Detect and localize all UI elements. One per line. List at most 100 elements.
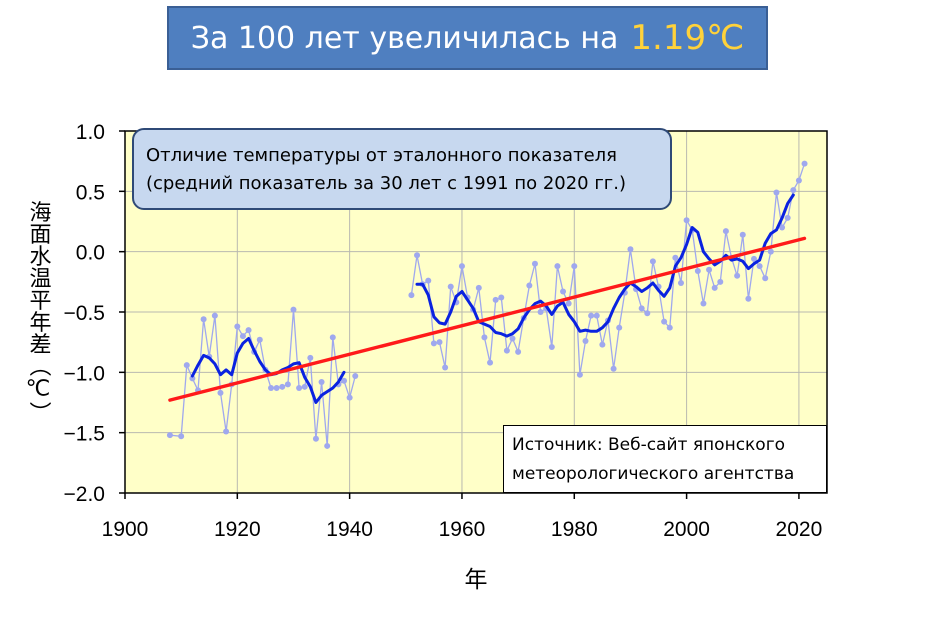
- data-point: [683, 217, 690, 224]
- data-point: [773, 189, 780, 196]
- data-point: [447, 283, 454, 290]
- data-point: [767, 248, 774, 255]
- source-line-1: Источник: Веб-сайт японского: [512, 435, 786, 455]
- data-point: [750, 255, 757, 262]
- data-point: [211, 312, 218, 319]
- x-tick-label: 1900: [102, 518, 149, 541]
- data-point: [487, 359, 494, 366]
- data-point: [430, 340, 437, 347]
- data-point: [217, 389, 224, 396]
- data-point: [307, 354, 314, 361]
- data-point: [481, 334, 488, 341]
- data-point: [312, 435, 319, 442]
- data-point: [762, 275, 769, 282]
- data-point: [745, 295, 752, 302]
- data-point: [593, 312, 600, 319]
- data-point: [352, 372, 359, 379]
- data-point: [256, 336, 263, 343]
- data-point: [425, 277, 432, 284]
- x-axis-label: 年: [465, 567, 488, 593]
- data-point: [436, 339, 443, 346]
- data-point: [706, 266, 713, 273]
- data-point: [661, 318, 668, 325]
- x-tick-label: 1920: [214, 518, 261, 541]
- y-tick-label: −0.5: [64, 302, 105, 325]
- data-point: [644, 310, 651, 317]
- data-point: [189, 375, 196, 382]
- title-text: За 100 лет увеличилась на: [190, 20, 619, 56]
- data-point: [290, 306, 297, 313]
- x-tick-label: 2000: [663, 518, 710, 541]
- data-point: [588, 312, 595, 319]
- data-point: [458, 263, 465, 270]
- data-point: [672, 254, 679, 261]
- data-point: [268, 385, 275, 392]
- data-point: [318, 378, 325, 385]
- x-tick-label: 2020: [776, 518, 823, 541]
- title-highlight-value: 1.19℃: [630, 18, 745, 58]
- data-point: [554, 263, 561, 270]
- x-tick-label: 1980: [551, 518, 598, 541]
- title-banner: За 100 лет увеличилась на 1.19℃: [167, 6, 768, 70]
- series-2-line: [168, 236, 807, 402]
- chart-description-callout: Отличие температуры от эталонного показа…: [132, 128, 672, 210]
- data-point: [565, 300, 572, 307]
- data-point: [296, 385, 303, 392]
- data-point: [677, 280, 684, 287]
- data-point: [700, 300, 707, 307]
- data-point: [627, 246, 634, 253]
- callout-line-2: (средний показатель за 30 лет с 1991 по …: [146, 173, 627, 194]
- data-point: [722, 228, 729, 235]
- data-point: [711, 284, 718, 291]
- data-point: [576, 371, 583, 378]
- callout-line-1: Отличие температуры от эталонного показа…: [146, 145, 617, 166]
- data-point: [503, 347, 510, 354]
- source-line-2: метеорологического агентства: [512, 464, 795, 484]
- data-point: [784, 214, 791, 221]
- data-point: [560, 288, 567, 295]
- data-point: [279, 383, 286, 390]
- data-point: [200, 316, 207, 323]
- data-point: [414, 252, 421, 259]
- data-point: [324, 442, 331, 449]
- data-point: [599, 341, 606, 348]
- data-point: [610, 365, 617, 372]
- data-point: [717, 278, 724, 285]
- data-point: [273, 385, 280, 392]
- x-tick-label: 1960: [439, 518, 486, 541]
- data-point: [475, 284, 482, 291]
- data-point: [329, 334, 336, 341]
- y-tick-label: 1.0: [76, 121, 105, 144]
- data-point: [571, 263, 578, 270]
- data-point: [346, 394, 353, 401]
- data-point: [694, 267, 701, 274]
- y-tick-label: −1.5: [64, 423, 105, 446]
- y-tick-label: 0.0: [76, 242, 105, 265]
- data-point: [492, 296, 499, 303]
- y-tick-label: −1.0: [64, 362, 105, 385]
- data-point: [183, 362, 190, 369]
- data-point: [739, 231, 746, 238]
- data-point: [178, 433, 185, 440]
- data-point: [649, 258, 656, 265]
- data-point: [537, 309, 544, 315]
- data-point: [616, 324, 623, 331]
- data-point: [779, 224, 786, 231]
- data-point: [239, 333, 246, 340]
- data-point: [166, 432, 173, 439]
- data-point: [526, 282, 533, 289]
- data-point: [801, 160, 808, 167]
- x-tick-label: 1940: [326, 518, 373, 541]
- source-note: Источник: Веб-сайт японского метеорологи…: [503, 425, 827, 493]
- data-point: [582, 337, 589, 344]
- data-point: [666, 324, 673, 331]
- data-point: [301, 383, 308, 390]
- data-point: [795, 177, 802, 184]
- y-axis-label: 海面水温平年差（℃）: [26, 201, 52, 424]
- data-point: [234, 323, 241, 330]
- data-point: [548, 343, 555, 350]
- data-point: [245, 327, 252, 334]
- data-point: [509, 335, 516, 342]
- data-point: [515, 348, 522, 355]
